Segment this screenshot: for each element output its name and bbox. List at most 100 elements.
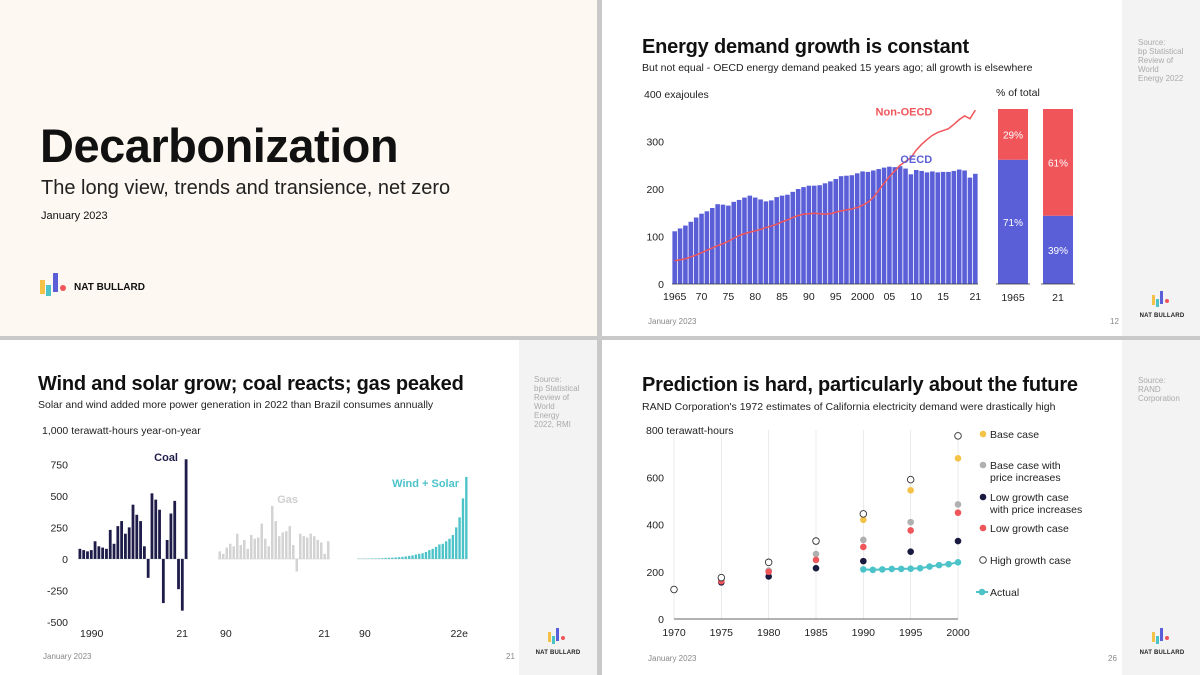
slide-title: Wind and solar grow; coal reacts; gas pe… bbox=[38, 373, 464, 395]
series-label-non-oecd: Non-OECD bbox=[876, 106, 933, 118]
y-tick-label: -500 bbox=[47, 617, 68, 629]
change-bar bbox=[184, 459, 188, 559]
change-bar bbox=[381, 558, 384, 559]
change-bar bbox=[407, 555, 411, 559]
change-bar bbox=[165, 540, 169, 559]
oecd-bar bbox=[844, 175, 849, 284]
actual-point bbox=[916, 564, 924, 572]
change-bar bbox=[309, 533, 312, 559]
forecast-point bbox=[954, 432, 962, 440]
change-bar bbox=[391, 557, 394, 559]
legend-marker bbox=[979, 461, 987, 469]
oecd-bar bbox=[806, 185, 812, 284]
change-bar bbox=[180, 558, 184, 611]
forecast-point bbox=[670, 585, 678, 594]
change-bar bbox=[173, 500, 177, 559]
x-tick-label: 70 bbox=[696, 291, 708, 303]
oecd-bar bbox=[919, 170, 924, 284]
change-bar bbox=[387, 557, 391, 559]
slide-subtitle: RAND Corporation's 1972 estimates of Cal… bbox=[642, 401, 1056, 413]
change-bar bbox=[177, 558, 180, 590]
oecd-bar bbox=[672, 231, 677, 284]
x-tick-label: 95 bbox=[830, 291, 842, 303]
panel-label: Gas bbox=[277, 494, 298, 506]
share-bar-non-oecd bbox=[1043, 109, 1073, 216]
actual-point bbox=[878, 566, 886, 573]
side-band bbox=[1122, 340, 1200, 675]
oecd-bar bbox=[677, 228, 683, 284]
change-bar bbox=[285, 531, 288, 559]
y-tick-label: 300 bbox=[646, 137, 664, 149]
forecast-point bbox=[717, 573, 726, 582]
change-bar bbox=[374, 558, 377, 559]
legend-label: Actual bbox=[990, 587, 1019, 599]
forecast-point bbox=[860, 557, 867, 565]
change-bar bbox=[455, 527, 458, 559]
change-bar bbox=[418, 553, 421, 559]
change-bar bbox=[139, 521, 142, 559]
x-tick-label: 1970 bbox=[662, 627, 686, 639]
share-category-label: 21 bbox=[1052, 292, 1064, 304]
slide-subtitle: But not equal - OECD energy demand peake… bbox=[642, 62, 1033, 74]
source-note: Source: bp Statistical Review of World E… bbox=[1138, 38, 1184, 83]
forecast-point bbox=[860, 543, 867, 551]
x-tick-label: 2000 bbox=[851, 291, 875, 303]
generation-change-chart: 1,000 terawatt-hours year-on-year 750 500 2… bbox=[42, 425, 468, 640]
oecd-bar bbox=[795, 189, 801, 284]
change-bar bbox=[108, 529, 112, 559]
change-bar bbox=[89, 550, 93, 559]
y-tick-label: -250 bbox=[47, 585, 68, 597]
brand-name: NAT BULLARD bbox=[1139, 650, 1185, 656]
change-bar bbox=[444, 541, 448, 559]
x-tick-label: 21 bbox=[318, 628, 330, 640]
change-bar bbox=[421, 553, 424, 559]
y-tick-label: 0 bbox=[62, 554, 68, 566]
change-bar bbox=[451, 534, 455, 559]
x-tick-label: 21 bbox=[176, 628, 188, 640]
prediction-slide: Source: RAND Corporation Prediction is h… bbox=[602, 340, 1200, 675]
change-bar bbox=[313, 536, 316, 559]
brand-name: NAT BULLARD bbox=[74, 282, 145, 293]
change-bar bbox=[434, 546, 438, 559]
change-bar bbox=[257, 537, 260, 559]
legend-label: Low growth case bbox=[990, 523, 1069, 535]
oecd-bar bbox=[833, 179, 839, 284]
page-number: 12 bbox=[1110, 317, 1119, 326]
change-bar bbox=[264, 538, 267, 559]
legend-marker bbox=[978, 588, 986, 596]
actual-point bbox=[888, 565, 896, 573]
slide-subtitle: Solar and wind added more power generati… bbox=[38, 399, 434, 411]
forecast-point bbox=[860, 516, 867, 524]
x-tick-label: 1990 bbox=[852, 627, 876, 639]
change-bar bbox=[101, 547, 105, 559]
oecd-bar bbox=[811, 185, 817, 284]
change-bar bbox=[323, 553, 326, 559]
oecd-bar bbox=[758, 199, 763, 284]
change-bar bbox=[401, 556, 404, 559]
change-bar bbox=[458, 517, 461, 559]
change-bar bbox=[232, 546, 235, 559]
oecd-bar bbox=[763, 201, 769, 284]
oecd-bar bbox=[881, 167, 887, 284]
brand-mark: NAT BULLARD bbox=[528, 627, 588, 656]
change-bar bbox=[299, 533, 302, 559]
legend-marker bbox=[979, 524, 987, 532]
change-bar bbox=[461, 498, 465, 559]
y-tick-label: 100 bbox=[646, 232, 664, 244]
legend-marker bbox=[979, 430, 987, 438]
share-label-oecd: 71% bbox=[1003, 218, 1023, 229]
x-tick-label: 1995 bbox=[899, 627, 923, 639]
change-bar bbox=[250, 534, 253, 559]
x-tick-label: 2000 bbox=[946, 627, 970, 639]
footer-date: January 2023 bbox=[43, 652, 92, 661]
legend-marker bbox=[979, 556, 987, 564]
change-bar bbox=[124, 533, 127, 559]
forecast-point bbox=[765, 573, 772, 580]
page-number: 21 bbox=[506, 652, 515, 661]
change-bar bbox=[320, 542, 323, 559]
oecd-bar bbox=[860, 171, 865, 284]
actual-point bbox=[945, 560, 952, 568]
energy-demand-slide: Source: bp Statistical Review of World E… bbox=[602, 0, 1200, 336]
change-bar bbox=[154, 499, 158, 559]
oecd-bar bbox=[924, 172, 930, 284]
